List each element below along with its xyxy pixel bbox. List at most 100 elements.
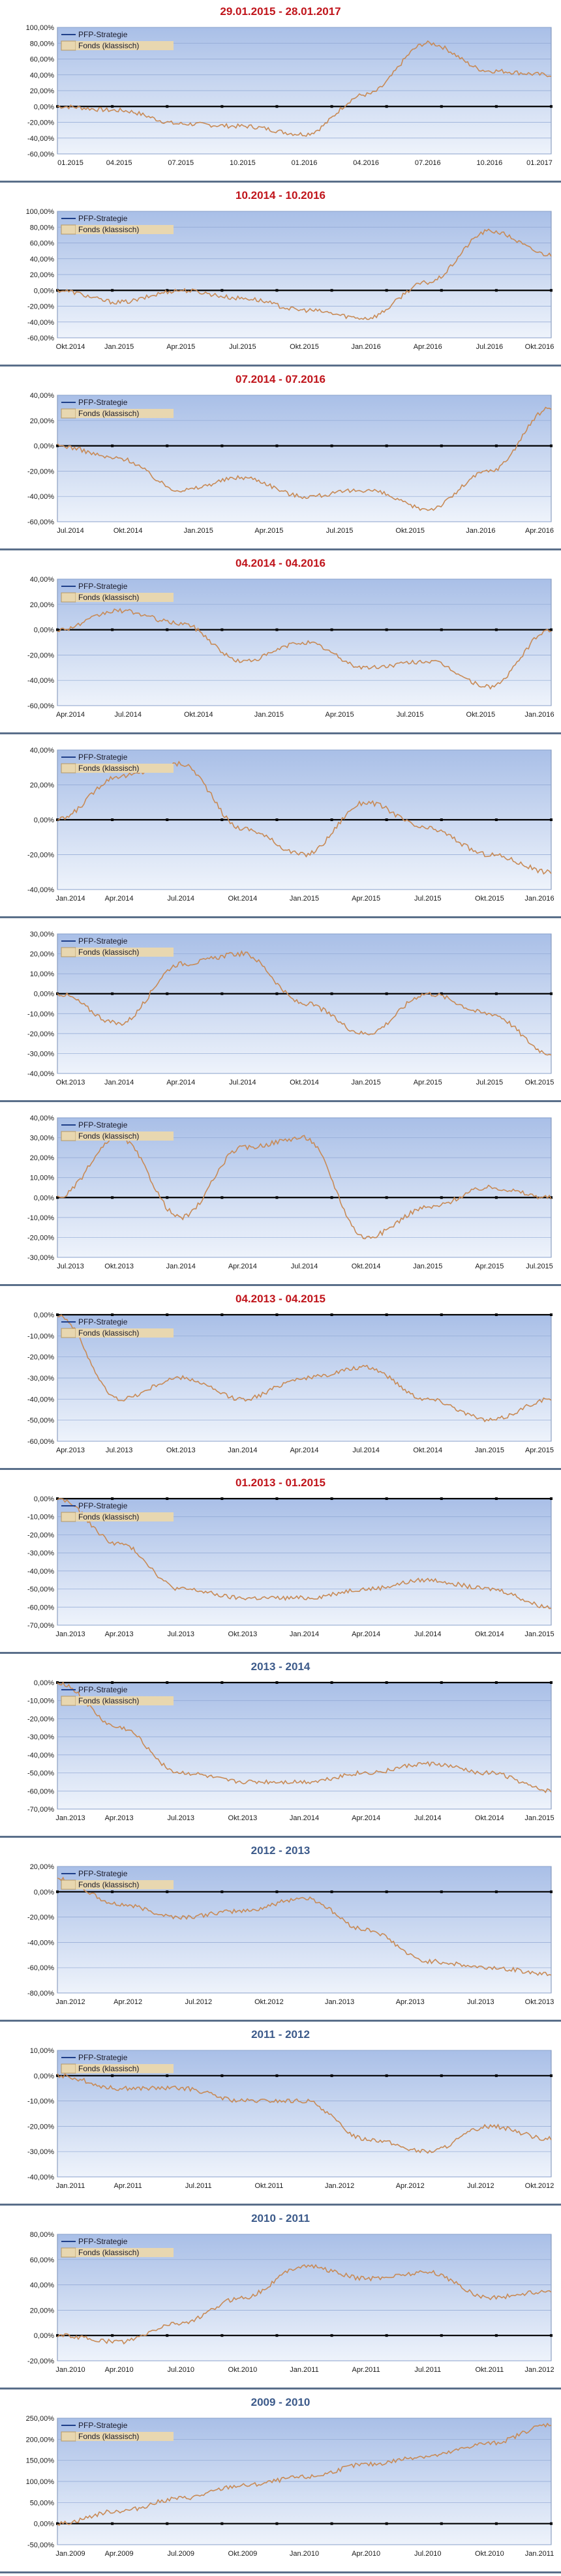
legend-label-strategy: PFP-Strategie xyxy=(78,2053,128,2062)
y-tick-label: 60,00% xyxy=(30,2256,55,2264)
chart-panel: 2013 - 2014 0,00% -10,00% -20,00% -30,00% -40… xyxy=(0,1655,561,1839)
legend-bg-fund xyxy=(76,1696,174,1705)
chart-title: 2013 - 2014 xyxy=(250,1660,311,1673)
y-tick-label: 20,00% xyxy=(30,1863,55,1871)
y-tick-label: -30,00% xyxy=(27,1254,54,1262)
line-chart: 100,00% 80,00% 60,00% 40,00% 20,00% 0,00% -20,… xyxy=(26,208,554,351)
zero-line-marker xyxy=(330,105,333,108)
x-tick-label: Jan.2016 xyxy=(351,343,380,351)
legend-swatch-fund xyxy=(61,40,76,51)
y-tick-label: -10,00% xyxy=(27,1214,54,1222)
zero-line-marker xyxy=(275,992,279,995)
legend-swatch-fund xyxy=(61,1512,76,1522)
legend-swatch-fund xyxy=(61,408,76,419)
legend-swatch-fund xyxy=(61,763,76,773)
x-tick-label: 07.2015 xyxy=(168,159,194,167)
y-tick-label: -40,00% xyxy=(27,677,54,685)
zero-line-marker xyxy=(220,1313,224,1316)
chart-title: 2010 - 2011 xyxy=(251,2212,310,2224)
x-tick-label: Okt.2014 xyxy=(413,1446,442,1454)
x-tick-label: 10.2016 xyxy=(476,159,502,167)
x-tick-label: Apr.2015 xyxy=(326,711,354,719)
x-tick-label: Jan.2013 xyxy=(325,1998,354,2006)
y-tick-label: -60,00% xyxy=(27,1604,54,1611)
zero-line-marker xyxy=(166,1497,169,1500)
zero-line-marker xyxy=(111,105,114,108)
zero-line-marker xyxy=(330,1313,333,1316)
x-tick-label: Okt.2014 xyxy=(475,1630,504,1638)
panel-separator xyxy=(0,548,561,550)
y-tick-label: 100,00% xyxy=(26,24,55,32)
x-tick-label: Jan.2011 xyxy=(525,2550,554,2558)
chart-title: 01.2013 - 01.2015 xyxy=(235,1476,326,1489)
zero-line-marker xyxy=(550,289,553,292)
zero-line-marker xyxy=(385,2334,388,2337)
zero-line-marker xyxy=(220,444,224,447)
legend-bg-fund xyxy=(76,2064,174,2073)
y-tick-label: -20,00% xyxy=(27,1914,54,1922)
zero-line-marker xyxy=(330,2522,333,2525)
y-tick-label: 150,00% xyxy=(26,2457,55,2465)
legend-swatch-fund xyxy=(61,1880,76,1890)
zero-line-marker xyxy=(275,818,279,821)
y-tick-label: 20,00% xyxy=(30,271,55,279)
fund-series-line xyxy=(57,2073,552,2154)
zero-line-marker xyxy=(330,628,333,631)
zero-line-marker xyxy=(440,1497,443,1500)
zero-line-marker xyxy=(111,2334,114,2337)
line-chart: 40,00%20,00%0,00%-20,00%-40,00%-60,00%Ap… xyxy=(27,576,554,719)
x-tick-label: Jan.2010 xyxy=(290,2550,319,2558)
y-tick-label: -30,00% xyxy=(27,1375,54,1383)
panel-separator xyxy=(0,2020,561,2022)
x-tick-label: Jul.2014 xyxy=(57,527,84,535)
x-tick-label: Jul.2011 xyxy=(185,2182,212,2190)
x-tick-label: Apr.2012 xyxy=(396,2182,425,2190)
y-tick-label: 10,00% xyxy=(30,2047,55,2055)
x-tick-label: Apr.2013 xyxy=(105,1814,134,1822)
x-tick-label: Jul.2015 xyxy=(229,343,256,351)
legend-bg-fund xyxy=(76,1328,174,1338)
legend-label-fund: Fonds (klassisch) xyxy=(78,1512,139,1521)
fund-series-line xyxy=(57,1681,552,1793)
x-tick-label: 01.2015 xyxy=(57,159,83,167)
y-tick-label: 0,00% xyxy=(34,1194,54,1202)
y-tick-label: -40,00% xyxy=(27,1568,54,1576)
y-tick-label: 0,00% xyxy=(34,103,54,111)
legend-bg-fund xyxy=(76,593,174,602)
y-tick-label: -40,00% xyxy=(27,1939,54,1947)
zero-line-marker xyxy=(550,2074,553,2077)
zero-line-marker xyxy=(275,1497,279,1500)
zero-line-marker xyxy=(111,2522,114,2525)
y-tick-label: 0,00% xyxy=(34,1679,54,1687)
zero-line-marker xyxy=(275,2334,279,2337)
zero-line-marker xyxy=(385,105,388,108)
line-chart: 100,00% 80,00% 60,00% 40,00% 20,00% 0,00% -20,… xyxy=(26,24,553,167)
legend-swatch-fund xyxy=(61,2431,76,2442)
zero-line-marker xyxy=(111,992,114,995)
x-tick-label: Apr.2009 xyxy=(105,2550,134,2558)
legend-label-fund: Fonds (klassisch) xyxy=(78,1328,139,1338)
legend-bg-fund xyxy=(76,1880,174,1889)
x-tick-label: Jan.2010 xyxy=(55,2366,85,2374)
zero-line-marker xyxy=(275,1890,279,1893)
x-tick-label: Jan.2011 xyxy=(56,2182,85,2190)
x-tick-label: Jan.2015 xyxy=(413,1263,442,1270)
legend-swatch-fund xyxy=(61,947,76,957)
legend: PFP-Strategie Fonds (klassisch) xyxy=(61,1501,174,1522)
zero-line-marker xyxy=(166,992,169,995)
fund-series-line xyxy=(57,1314,552,1423)
zero-line-marker xyxy=(494,818,498,821)
x-tick-label: Jan.2011 xyxy=(290,2366,318,2374)
fund-series-line xyxy=(57,950,552,1056)
zero-line-marker xyxy=(330,2074,333,2077)
x-tick-label: Okt.2010 xyxy=(475,2550,504,2558)
x-tick-label: Jul.2013 xyxy=(467,1998,494,2006)
x-tick-label: Jan.2012 xyxy=(55,1998,85,2006)
y-tick-label: -30,00% xyxy=(27,1550,54,1557)
zero-line-marker xyxy=(275,289,279,292)
y-tick-label: -20,00% xyxy=(27,2358,54,2365)
zero-line-marker xyxy=(166,444,169,447)
y-tick-label: 40,00% xyxy=(30,392,55,400)
x-tick-label: Jul.2013 xyxy=(167,1814,194,1822)
x-tick-label: Jan.2012 xyxy=(325,2182,354,2190)
